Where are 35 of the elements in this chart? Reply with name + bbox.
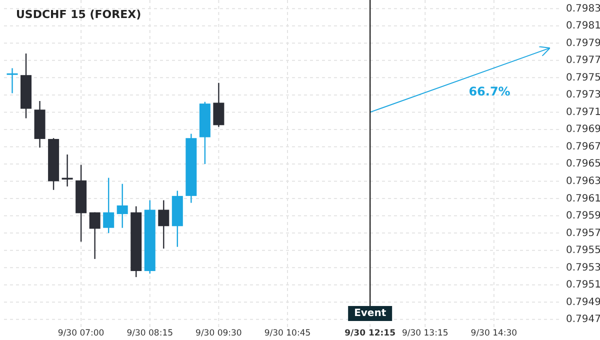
y-tick-label: 0.7973 [566, 90, 600, 101]
y-tick-label: 0.7969 [566, 124, 600, 136]
y-tick-label: 0.7951 [566, 280, 600, 291]
y-tick-label: 0.7983 [566, 3, 600, 14]
x-tick-label: 9/30 08:15 [126, 328, 174, 338]
x-tick-label: 9/30 14:30 [470, 328, 518, 338]
y-tick-label: 0.7955 [566, 245, 600, 256]
y-tick-label: 0.7957 [566, 228, 600, 239]
candlestick [213, 82, 224, 128]
x-tick-label: 9/30 09:30 [196, 328, 242, 338]
y-tick-label: 0.7965 [566, 158, 600, 170]
x-tick-label: 9/30 07:00 [58, 328, 104, 338]
x-tick-label: 9/30 10:45 [264, 328, 311, 338]
y-tick-label: 0.7981 [566, 20, 600, 32]
y-tick-label: 0.7963 [566, 176, 600, 187]
y-tick-label: 0.7947 [566, 314, 600, 326]
text: USDCHF 15 (FOREX) [16, 8, 142, 21]
candlestick [116, 183, 128, 228]
y-tick-label: 0.7979 [566, 38, 600, 49]
y-tick-label: 0.7967 [566, 141, 600, 152]
y-tick-label: 0.7959 [566, 210, 600, 222]
y-tick-label: 0.7961 [566, 193, 600, 204]
candlestick [103, 177, 114, 234]
candlestick [89, 212, 100, 260]
y-tick-label: 0.7949 [566, 296, 600, 308]
y-tick-label: 0.7971 [566, 106, 600, 118]
candlestick [6, 68, 18, 94]
y-tick-label: 0.7977 [566, 55, 600, 66]
x-tick-label: 9/30 13:15 [402, 328, 448, 338]
y-tick-label: 0.7975 [566, 72, 600, 84]
candlestick [158, 200, 170, 250]
annotation: 66.7% [468, 84, 510, 99]
x-tick-label: 9/30 12:15 [344, 328, 396, 338]
y-tick-label: 0.7953 [566, 262, 600, 274]
ref-line-label: Event [354, 308, 386, 320]
